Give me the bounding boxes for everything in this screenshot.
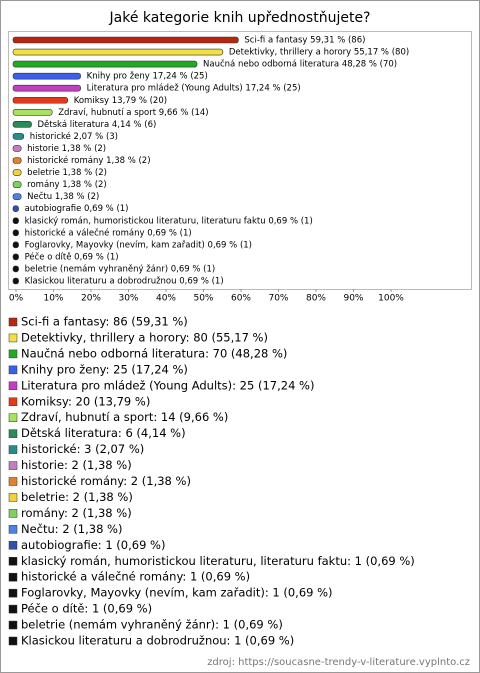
legend-label: Knihy pro ženy: 25 (17,24 %) bbox=[21, 362, 188, 376]
bar bbox=[12, 84, 81, 92]
bar-label: romány 1,38 % (2) bbox=[27, 180, 107, 190]
legend-swatch bbox=[8, 461, 18, 470]
legend-label: Literatura pro mládež (Young Adults): 25… bbox=[21, 378, 314, 392]
bar bbox=[12, 193, 22, 200]
legend-label: Foglarovky, Mayovky (nevím, kam zařadit)… bbox=[21, 586, 333, 600]
legend-swatch bbox=[8, 620, 18, 630]
chart-title: Jaké kategorie knih upřednostňujete? bbox=[109, 10, 371, 26]
bar bbox=[12, 241, 19, 249]
legend-label: Péče o dítě: 1 (0,69 %) bbox=[21, 602, 152, 616]
legend-label: Nečtu: 2 (1,38 %) bbox=[21, 522, 122, 536]
bar bbox=[12, 121, 32, 128]
x-tick-label: 100% bbox=[378, 294, 404, 304]
bar-label: klasický román, humoristickou literaturu… bbox=[25, 216, 313, 226]
bar bbox=[12, 48, 224, 56]
legend-swatch bbox=[8, 429, 18, 438]
bar-label: Sci-fi a fantasy 59,31 % (86) bbox=[244, 36, 365, 46]
x-tick-label: 60% bbox=[231, 294, 251, 304]
bar bbox=[12, 217, 19, 225]
legend-label: klasický román, humoristickou literaturu… bbox=[21, 554, 415, 568]
legend-label: romány: 2 (1,38 %) bbox=[21, 506, 132, 520]
legend-swatch bbox=[8, 445, 18, 454]
legend-swatch bbox=[8, 541, 18, 550]
bar bbox=[12, 205, 19, 212]
bar-label: Nečtu 1,38 % (2) bbox=[27, 191, 99, 202]
legend-label: historické romány: 2 (1,38 %) bbox=[21, 474, 191, 488]
legend-swatch bbox=[8, 381, 18, 391]
x-tick-label: 50% bbox=[193, 294, 213, 304]
x-tick-label: 90% bbox=[343, 294, 363, 304]
bar-label: historické romány 1,38 % (2) bbox=[27, 155, 150, 166]
legend-swatch bbox=[8, 365, 18, 375]
legend-swatch bbox=[8, 509, 18, 518]
bar bbox=[12, 60, 198, 68]
legend-label: beletrie: 2 (1,38 %) bbox=[21, 490, 133, 504]
legend-label: beletrie (nemám vyhraněný žánr): 1 (0,69… bbox=[21, 618, 283, 632]
x-tick-label: 80% bbox=[306, 294, 326, 304]
legend-label: historické a válečné romány: 1 (0,69 %) bbox=[21, 570, 250, 584]
bar-label: Knihy pro ženy 17,24 % (25) bbox=[87, 72, 208, 82]
bar bbox=[12, 96, 69, 104]
legend-swatch bbox=[8, 349, 18, 359]
bar bbox=[12, 145, 22, 152]
legend-swatch bbox=[8, 525, 18, 534]
bar-label: Klasickou literaturu a dobrodružnou 0,69… bbox=[25, 277, 224, 287]
legend-swatch bbox=[8, 493, 18, 502]
legend-label: autobiografie: 1 (0,69 %) bbox=[21, 538, 165, 552]
x-tick-label: 40% bbox=[156, 294, 176, 304]
bar-label: historické a válečné romány 0,69 % (1) bbox=[25, 227, 192, 238]
legend-swatch bbox=[8, 588, 18, 598]
bar bbox=[12, 36, 239, 44]
x-tick-label: 30% bbox=[118, 294, 138, 304]
plot-frame bbox=[8, 31, 472, 290]
legend-label: historické: 3 (2,07 %) bbox=[21, 442, 144, 456]
bar bbox=[12, 72, 81, 80]
legend-label: Dětská literatura: 6 (4,14 %) bbox=[21, 426, 186, 440]
legend-swatch bbox=[8, 572, 18, 582]
x-tick-label: 70% bbox=[268, 294, 288, 304]
bar-label: historie 1,38 % (2) bbox=[27, 144, 106, 154]
x-tick-label: 20% bbox=[81, 294, 101, 304]
bar-label: Péče o dítě 0,69 % (1) bbox=[25, 251, 119, 262]
legend-label: Klasickou literaturu a dobrodružnou: 1 (… bbox=[21, 634, 294, 648]
bar bbox=[12, 277, 19, 285]
legend-swatch bbox=[8, 557, 18, 566]
legend-swatch bbox=[8, 477, 18, 486]
bar-label: autobiografie 0,69 % (1) bbox=[25, 204, 129, 214]
bar bbox=[12, 181, 22, 188]
bar-label: beletrie (nemám vyhraněný žánr) 0,69 % (… bbox=[25, 264, 216, 274]
bar bbox=[12, 109, 53, 116]
legend-swatch bbox=[8, 413, 18, 422]
legend-swatch bbox=[8, 636, 18, 646]
bar-label: Detektivky, thrillery a horory 55,17 % (… bbox=[229, 48, 409, 58]
bar-label: Literatura pro mládež (Young Adults) 17,… bbox=[87, 84, 301, 94]
x-tick-label: 0% bbox=[9, 294, 24, 304]
legend-label: Komiksy: 20 (13,79 %) bbox=[21, 394, 150, 408]
legend-label: historie: 2 (1,38 %) bbox=[21, 458, 132, 472]
legend-swatch bbox=[8, 604, 18, 614]
bar bbox=[12, 229, 19, 237]
bar bbox=[12, 253, 19, 261]
bar-label: Naučná nebo odborná literatura 48,28 % (… bbox=[203, 59, 397, 70]
legend-label: Naučná nebo odborná literatura: 70 (48,2… bbox=[21, 346, 287, 360]
bar-label: beletrie 1,38 % (2) bbox=[27, 168, 107, 178]
bar-label: Dětská literatura 4,14 % (6) bbox=[38, 120, 157, 130]
bar-label: Komiksy 13,79 % (20) bbox=[74, 96, 167, 106]
bar-label: Zdraví, hubnutí a sport 9,66 % (14) bbox=[58, 108, 208, 118]
bar-label: Foglarovky, Mayovky (nevím, kam zařadit)… bbox=[25, 240, 252, 250]
bar bbox=[12, 169, 22, 176]
legend-label: Detektivky, thrillery a horory: 80 (55,1… bbox=[21, 330, 268, 344]
legend-label: Zdraví, hubnutí a sport: 14 (9,66 %) bbox=[21, 410, 228, 424]
legend-label: Sci-fi a fantasy: 86 (59,31 %) bbox=[21, 315, 188, 329]
bar bbox=[12, 157, 22, 164]
bar-label: historické 2,07 % (3) bbox=[30, 131, 118, 142]
x-tick-label: 10% bbox=[43, 294, 63, 304]
legend-swatch bbox=[8, 317, 18, 327]
bar bbox=[12, 133, 25, 140]
legend-swatch bbox=[8, 397, 18, 406]
bar bbox=[12, 265, 19, 273]
legend-swatch bbox=[8, 333, 18, 343]
source: zdroj: https://soucasne-trendy-v-literat… bbox=[207, 657, 470, 668]
